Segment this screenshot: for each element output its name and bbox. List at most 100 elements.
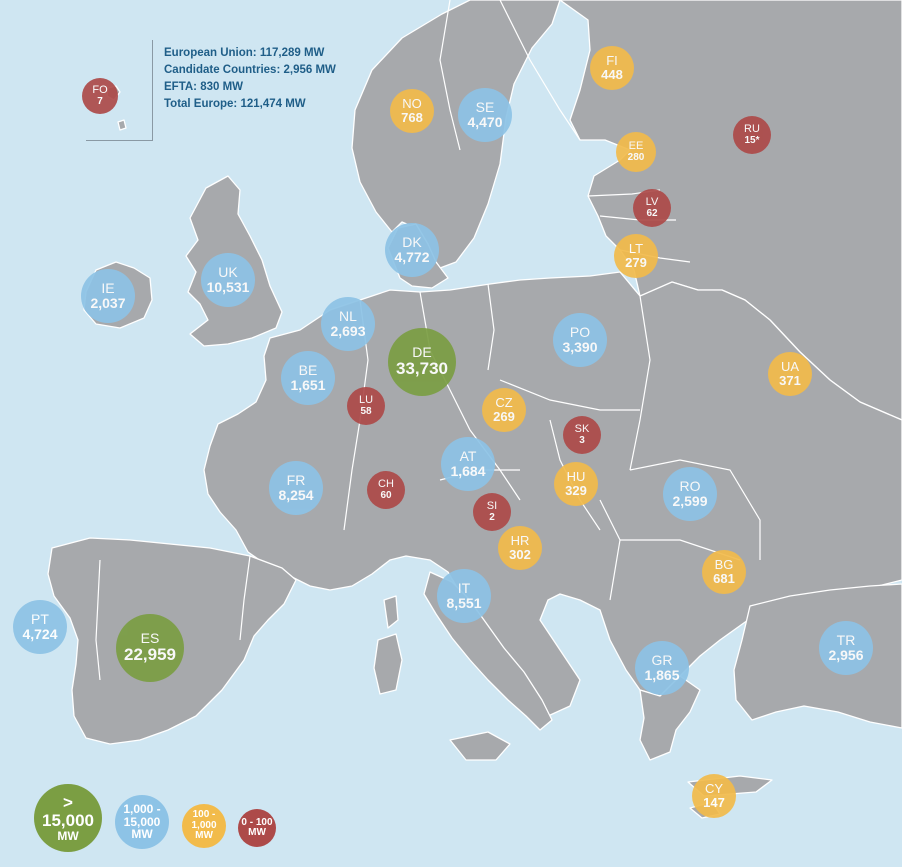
legend-item-yellow: 100 -1,000 MW xyxy=(182,804,226,848)
legend-label: 1,000 - xyxy=(123,802,161,817)
capacity-value: 58 xyxy=(360,406,372,418)
country-code: GR xyxy=(651,651,673,668)
sicily-shape xyxy=(449,731,511,761)
capacity-value: 60 xyxy=(380,490,392,502)
country-code: IT xyxy=(457,579,471,596)
capacity-value: 681 xyxy=(713,570,735,586)
country-code: DK xyxy=(402,233,422,250)
capacity-value: 768 xyxy=(401,109,423,125)
bubble-cy: CY 147 xyxy=(692,774,736,818)
capacity-value: 33,730 xyxy=(396,359,448,378)
bubble-pt: PT 4,724 xyxy=(13,600,67,654)
country-code: FO xyxy=(92,83,108,96)
country-code: LT xyxy=(628,241,644,257)
bubble-fr: FR 8,254 xyxy=(269,461,323,515)
country-code: UK xyxy=(218,263,238,280)
bubble-at: AT 1,684 xyxy=(441,437,495,491)
legend-item-green: >15,000 MW xyxy=(34,784,102,852)
bubble-ee: EE 280 xyxy=(616,132,656,172)
bubble-tr: TR 2,956 xyxy=(819,621,873,675)
bubble-ua: UA 371 xyxy=(768,352,812,396)
country-code: EE xyxy=(628,139,644,152)
country-code: IE xyxy=(101,279,115,296)
country-code: SK xyxy=(574,422,590,435)
capacity-value: 269 xyxy=(493,408,515,424)
capacity-value: 4,724 xyxy=(22,625,58,642)
country-code: NO xyxy=(402,96,422,112)
country-code: RU xyxy=(744,122,760,135)
country-code: ES xyxy=(140,630,160,647)
country-code: BE xyxy=(298,361,318,378)
capacity-value: 15* xyxy=(744,135,760,147)
capacity-value: 302 xyxy=(509,546,531,562)
capacity-value: 2,956 xyxy=(828,646,864,663)
country-code: AT xyxy=(459,447,477,464)
capacity-value: 1,684 xyxy=(450,462,486,479)
turkey-shape xyxy=(733,583,902,729)
country-code: PO xyxy=(569,323,591,340)
country-code: CZ xyxy=(495,395,513,411)
country-code: LU xyxy=(358,393,374,406)
capacity-value: 329 xyxy=(565,482,587,498)
capacity-value: 147 xyxy=(703,794,725,810)
capacity-value: 4,772 xyxy=(394,248,430,265)
bubble-ro: RO 2,599 xyxy=(663,467,717,521)
country-code: FI xyxy=(606,53,618,69)
capacity-value: 1,651 xyxy=(290,376,326,393)
country-code: TR xyxy=(836,631,856,648)
bubble-bg: BG 681 xyxy=(702,550,746,594)
bubble-nl: NL 2,693 xyxy=(321,297,375,351)
bubble-gr: GR 1,865 xyxy=(635,641,689,695)
capacity-value: 2,037 xyxy=(90,294,126,311)
bubble-se: SE 4,470 xyxy=(458,88,512,142)
legend-item-red: 0 - 100 MW xyxy=(238,809,276,847)
legend-label: 0 - 100 xyxy=(241,816,273,828)
corsica-shape xyxy=(383,595,399,629)
country-code: BG xyxy=(714,557,734,573)
capacity-value: 4,470 xyxy=(467,113,503,130)
country-code: RO xyxy=(679,477,701,494)
summary-eu: European Union: 117,289 MW xyxy=(164,47,325,59)
legend-label: 100 - xyxy=(192,809,216,821)
capacity-value: 1,865 xyxy=(644,666,680,683)
legend-label: MW xyxy=(195,830,213,842)
bubble-cz: CZ 269 xyxy=(482,388,526,432)
sardinia-shape xyxy=(373,633,403,695)
country-code: NL xyxy=(339,307,357,324)
bubble-sk: SK 3 xyxy=(563,416,601,454)
capacity-value: 3 xyxy=(579,435,585,447)
country-code: LV xyxy=(645,195,659,208)
country-code: SI xyxy=(486,499,498,512)
bubble-lt: LT 279 xyxy=(614,234,658,278)
summary-efta: EFTA: 830 MW xyxy=(164,81,244,93)
bubble-be: BE 1,651 xyxy=(281,351,335,405)
bubble-ch: CH 60 xyxy=(367,471,405,509)
capacity-value: 62 xyxy=(646,208,658,220)
capacity-summary: European Union: 117,289 MW Candidate Cou… xyxy=(164,45,336,113)
capacity-value: 2,599 xyxy=(672,492,708,509)
capacity-value: 8,254 xyxy=(278,486,314,503)
legend-label: 15,000 xyxy=(123,814,161,829)
legend-label: 15,000 xyxy=(42,810,94,830)
capacity-value: 448 xyxy=(601,66,623,82)
legend-item-blue: 1,000 -15,000 MW xyxy=(115,795,169,849)
bubble-ie: IE 2,037 xyxy=(81,269,135,323)
bubble-no: NO 768 xyxy=(390,89,434,133)
legend-label: MW xyxy=(248,827,266,838)
summary-total: Total Europe: 121,474 MW xyxy=(164,98,306,110)
bubble-fi: FI 448 xyxy=(590,46,634,90)
bubble-dk: DK 4,772 xyxy=(385,223,439,277)
country-code: HR xyxy=(510,533,530,549)
legend-label: > xyxy=(63,792,73,812)
country-code: HU xyxy=(566,469,586,485)
country-code: SE xyxy=(475,98,495,115)
capacity-value: 3,390 xyxy=(562,338,598,355)
country-code: PT xyxy=(31,610,49,627)
capacity-value: 279 xyxy=(625,254,647,270)
capacity-value: 2,693 xyxy=(330,322,366,339)
legend-label: MW xyxy=(57,828,79,843)
country-code: CY xyxy=(704,781,724,797)
capacity-value: 2 xyxy=(489,512,495,524)
country-code: UA xyxy=(780,359,800,375)
